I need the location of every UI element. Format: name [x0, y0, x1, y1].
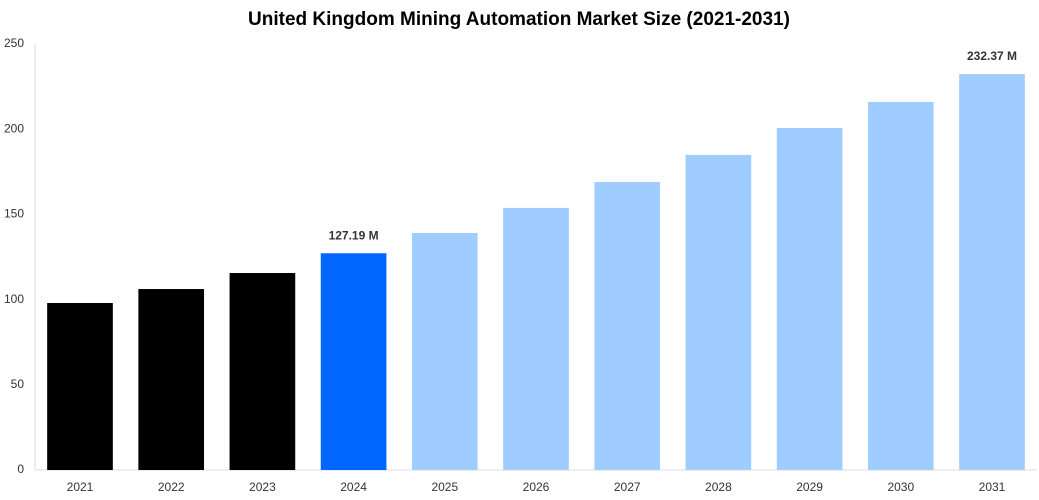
chart-title: United Kingdom Mining Automation Market … — [248, 9, 790, 30]
x-tick-label: 2028 — [705, 480, 732, 494]
y-tick-label: 250 — [4, 36, 24, 50]
bar — [320, 253, 387, 470]
x-tick-label: 2024 — [340, 480, 367, 494]
y-tick-label: 0 — [17, 462, 24, 476]
x-tick-label: 2026 — [523, 480, 550, 494]
x-tick-label: 2030 — [887, 480, 914, 494]
bar — [594, 182, 661, 471]
bar — [229, 273, 296, 470]
x-tick-label: 2031 — [979, 480, 1006, 494]
x-tick-label: 2022 — [158, 480, 185, 494]
y-tick-label: 200 — [4, 121, 24, 135]
value-label: 232.37 M — [967, 49, 1017, 63]
x-tick-label: 2027 — [614, 480, 641, 494]
bar — [138, 289, 205, 470]
y-tick-label: 50 — [11, 377, 25, 391]
x-tick-label: 2023 — [249, 480, 276, 494]
bar — [959, 74, 1025, 471]
value-label: 127.19 M — [329, 228, 379, 242]
bar — [685, 154, 752, 470]
bar — [411, 232, 478, 470]
y-tick-label: 150 — [4, 207, 24, 221]
bar — [776, 128, 843, 470]
bar — [503, 207, 569, 470]
bar — [47, 303, 113, 470]
x-tick-label: 2021 — [67, 480, 94, 494]
x-tick-label: 2029 — [796, 480, 823, 494]
y-tick-label: 100 — [4, 292, 24, 306]
x-tick-label: 2025 — [431, 480, 458, 494]
bar — [867, 101, 934, 470]
